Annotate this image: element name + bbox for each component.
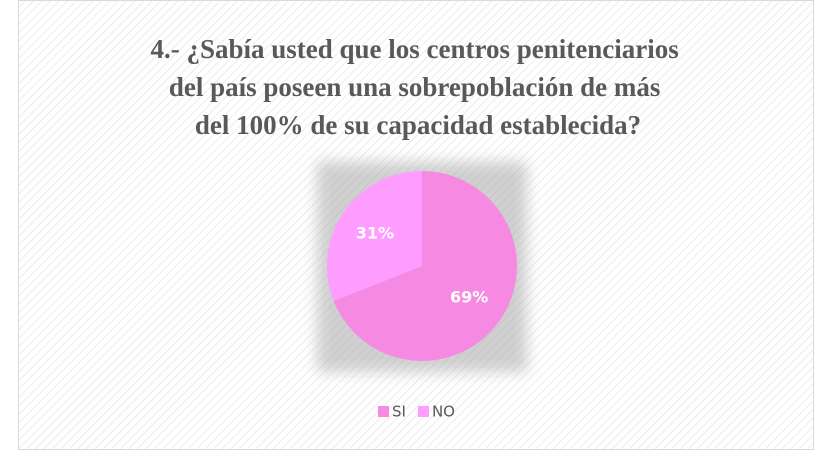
- pie-slice: [333, 171, 517, 361]
- data-label: 31%: [356, 223, 394, 242]
- legend-swatch: [378, 406, 389, 417]
- legend-swatch: [417, 406, 429, 417]
- pie-slice: [327, 171, 422, 301]
- legend-label: SI: [392, 403, 406, 421]
- data-label: 69%: [450, 288, 488, 307]
- chart-title: 4.- ¿Sabía usted que los centros peniten…: [150, 34, 685, 140]
- legend-label: NO: [432, 403, 455, 421]
